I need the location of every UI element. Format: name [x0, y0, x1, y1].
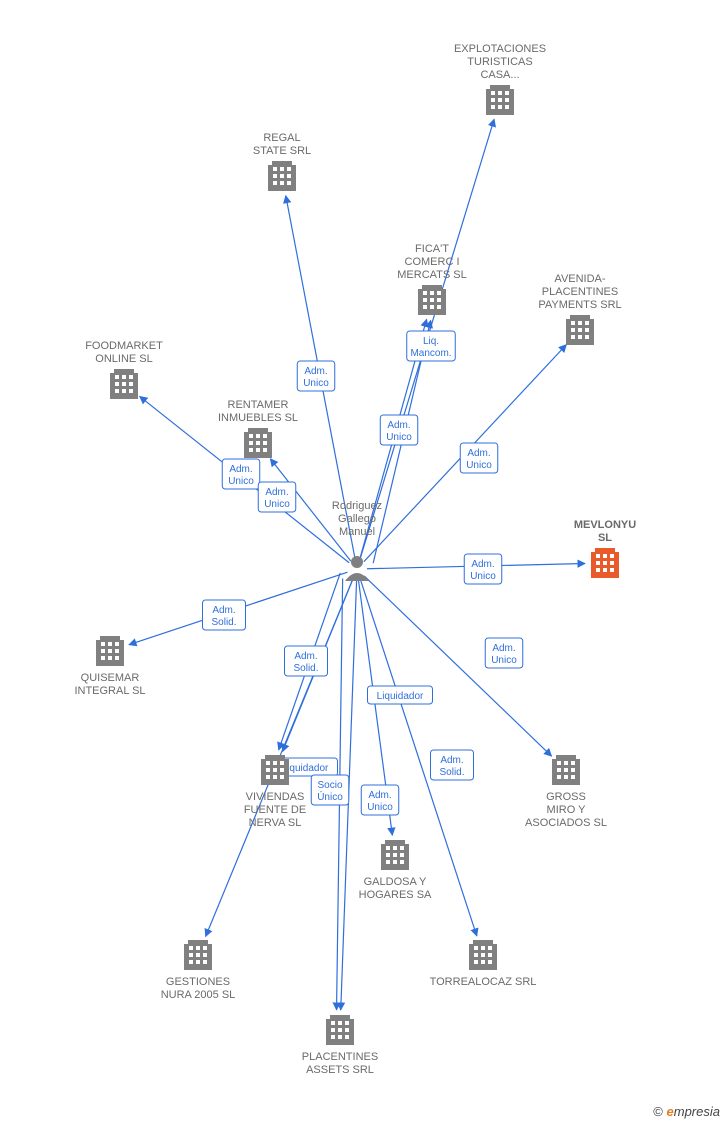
- edge-label: Unico: [367, 802, 393, 813]
- network-diagram: Adm.UnicoLiq.Mancom.Adm.UnicoAdm.UnicoAd…: [0, 0, 728, 1125]
- edge-label: Liquidador: [377, 691, 424, 702]
- building-icon: [566, 315, 594, 345]
- node-label: INTEGRAL SL: [74, 685, 145, 697]
- node-label: EXPLOTACIONES: [454, 43, 546, 55]
- node-label: AVENIDA-: [554, 273, 605, 285]
- edge-label: Unico: [264, 499, 290, 510]
- node-label: REGAL: [263, 132, 300, 144]
- edge-label: Socio: [317, 780, 342, 791]
- building-icon: [469, 940, 497, 970]
- node-label: INMUEBLES SL: [218, 412, 298, 424]
- building-icon: [268, 161, 296, 191]
- edge-label: Unico: [386, 432, 412, 443]
- node-label: GALDOSA Y: [364, 876, 427, 888]
- building-icon: [96, 636, 124, 666]
- brand-rest: mpresia: [674, 1104, 720, 1119]
- node-label: STATE SRL: [253, 145, 311, 157]
- node-label: GESTIONES: [166, 976, 230, 988]
- edge-label: Solid.: [211, 617, 236, 628]
- node-label: GROSS: [546, 791, 586, 803]
- edge-label: Liq.: [423, 336, 439, 347]
- edge-label: Adm.: [440, 755, 463, 766]
- node-label: TORREALOCAZ SRL: [430, 976, 537, 988]
- edge-label: Mancom.: [410, 348, 451, 359]
- edge-label: Adm.: [492, 643, 515, 654]
- node-label: PLACENTINES: [542, 286, 618, 298]
- node-label: COMERC I: [405, 256, 460, 268]
- node-label: ASSETS SRL: [306, 1064, 374, 1076]
- node-label: PLACENTINES: [302, 1051, 378, 1063]
- node-label: VIVIENDAS: [246, 791, 305, 803]
- edge-label: Adm.: [212, 605, 235, 616]
- node-label: SL: [598, 532, 612, 544]
- brand-e: e: [667, 1104, 674, 1119]
- edge-label: Adm.: [229, 464, 252, 475]
- footer: © empresia: [653, 1104, 720, 1119]
- node-label: MERCATS SL: [397, 269, 466, 281]
- edge-label: Adm.: [294, 651, 317, 662]
- node-label: HOGARES SA: [359, 889, 432, 901]
- building-icon: [381, 840, 409, 870]
- building-icon: [591, 548, 619, 578]
- edge: [364, 576, 551, 756]
- copyright-symbol: ©: [653, 1104, 663, 1119]
- node-label: TURISTICAS: [467, 56, 532, 68]
- node-label: PAYMENTS SRL: [538, 299, 621, 311]
- node-label: FUENTE DE: [244, 804, 306, 816]
- building-icon: [326, 1015, 354, 1045]
- edge-label: Adm.: [387, 420, 410, 431]
- building-icon: [184, 940, 212, 970]
- building-icon: [486, 85, 514, 115]
- person-label: Rodriguez: [332, 500, 382, 512]
- node-label: QUISEMAR: [81, 672, 140, 684]
- node-label: ASOCIADOS SL: [525, 817, 607, 829]
- node-label: FOODMARKET: [85, 340, 163, 352]
- node-label: FICA'T: [415, 243, 449, 255]
- node-label: CASA...: [480, 69, 519, 81]
- building-icon: [110, 369, 138, 399]
- node-label: NERVA SL: [249, 817, 302, 829]
- edge-label: Unico: [470, 571, 496, 582]
- edge-label: Único: [317, 790, 343, 803]
- person-label: Manuel: [339, 526, 375, 538]
- edge-label: Unico: [303, 378, 329, 389]
- node-label: MIRO Y: [547, 804, 587, 816]
- edge-label: Unico: [228, 476, 254, 487]
- edge-label: Adm.: [467, 448, 490, 459]
- edge-label: Solid.: [439, 767, 464, 778]
- building-icon: [261, 755, 289, 785]
- edge-label: Adm.: [304, 366, 327, 377]
- edge-label: Adm.: [471, 559, 494, 570]
- building-icon: [244, 428, 272, 458]
- node-label: RENTAMER: [228, 399, 289, 411]
- edge-label: Solid.: [293, 663, 318, 674]
- edge-label: Adm.: [265, 487, 288, 498]
- node-label: MEVLONYU: [574, 519, 636, 531]
- building-icon: [552, 755, 580, 785]
- node-label: ONLINE SL: [95, 353, 152, 365]
- building-icon: [418, 285, 446, 315]
- node-label: NURA 2005 SL: [161, 989, 236, 1001]
- person-label: Gallego: [338, 513, 376, 525]
- edge-label: Unico: [466, 460, 492, 471]
- edge-label: Unico: [491, 655, 517, 666]
- edge-label: Adm.: [368, 790, 391, 801]
